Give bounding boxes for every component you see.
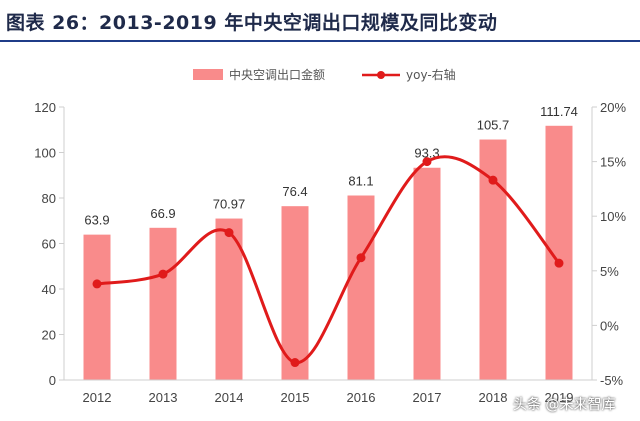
bar-label-2013: 66.9	[150, 206, 175, 221]
yoy-point-2016	[356, 253, 366, 263]
legend-line-label: yoy-右轴	[406, 67, 456, 82]
yoy-point-2014	[224, 228, 234, 238]
yoy-point-2013	[158, 269, 168, 279]
bar-label-2014: 70.97	[213, 197, 246, 212]
line-series	[92, 155, 564, 368]
right-tick-15%: 15%	[600, 155, 626, 170]
yoy-point-2017	[422, 157, 432, 167]
bar-2012	[83, 234, 111, 380]
right-tick-20%: 20%	[600, 100, 626, 115]
left-tick-40: 40	[42, 282, 56, 297]
yoy-point-2019	[554, 258, 564, 268]
left-tick-0: 0	[49, 373, 56, 388]
x-tick-2016: 2016	[347, 390, 376, 405]
bar-label-2017: 93.3	[414, 146, 439, 161]
title-divider	[0, 40, 640, 42]
x-tick-2012: 2012	[83, 390, 112, 405]
legend: 中央空调出口金额 yoy-右轴	[193, 67, 456, 82]
yoy-line	[96, 155, 561, 365]
bar-label-2015: 76.4	[282, 184, 307, 199]
yoy-point-2018	[488, 175, 498, 185]
left-tick-80: 80	[42, 191, 56, 206]
bar-label-2018: 105.7	[477, 118, 510, 133]
x-tick-2017: 2017	[413, 390, 442, 405]
bar-2015	[281, 206, 309, 380]
bar-label-2012: 63.9	[84, 213, 109, 228]
legend-bar-label: 中央空调出口金额	[229, 67, 325, 82]
figure-title: 图表 26：2013-2019 年中央空调出口规模及同比变动	[6, 12, 498, 34]
right-tick--5%: -5%	[600, 373, 624, 388]
x-tick-2014: 2014	[215, 390, 244, 405]
right-tick-10%: 10%	[600, 209, 626, 224]
x-axis-ticks: 2012 2013 2014 2015 2016 2017 2018 2019	[83, 390, 574, 405]
legend-bar-swatch	[193, 69, 223, 80]
left-axis-ticks: 0 20 40 60 80 100 120	[34, 100, 64, 388]
legend-line-marker	[377, 71, 385, 79]
bar-2017	[413, 167, 441, 380]
axes	[63, 107, 593, 381]
left-tick-60: 60	[42, 237, 56, 252]
bar-2018	[479, 139, 507, 380]
right-axis-ticks: -5% 0% 5% 10% 15% 20%	[592, 100, 626, 388]
bar-2016	[347, 195, 375, 380]
left-tick-20: 20	[42, 328, 56, 343]
bar-data-labels: 63.9 66.9 70.97 76.4 81.1 93.3 105.7 111.74	[84, 104, 578, 228]
x-tick-2019: 2019	[545, 390, 574, 405]
x-tick-2015: 2015	[281, 390, 310, 405]
bar-series	[83, 125, 573, 380]
x-tick-2018: 2018	[479, 390, 508, 405]
bar-2013	[149, 227, 177, 380]
bar-label-2016: 81.1	[348, 173, 373, 188]
left-tick-120: 120	[34, 100, 56, 115]
yoy-point-2012	[92, 279, 102, 289]
right-tick-5%: 5%	[600, 264, 619, 279]
yoy-point-2015	[290, 358, 300, 368]
left-tick-100: 100	[34, 146, 56, 161]
bar-label-2019: 111.74	[540, 104, 578, 119]
right-tick-0%: 0%	[600, 318, 619, 333]
x-tick-2013: 2013	[149, 390, 178, 405]
watermark: 头条 @未来智库	[513, 397, 616, 413]
bar-2019	[545, 125, 573, 380]
